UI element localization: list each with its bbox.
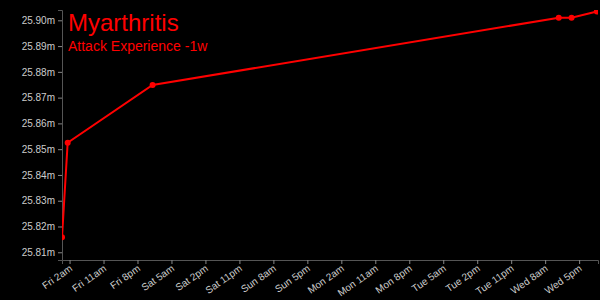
- y-axis: 25.81m 25.82m 25.83m 25.84m 25.85m 25.86m 25.8…: [22, 11, 63, 261]
- y-tick-mark: [58, 226, 62, 227]
- x-tick: Fri 2am: [40, 260, 74, 291]
- y-tick-label: 25.90m: [22, 15, 55, 26]
- x-tick: Wed 8am: [509, 260, 550, 296]
- x-tick-mark: [273, 260, 274, 264]
- x-tick: Fri 8pm: [108, 260, 142, 291]
- subtitle: Attack Experience -1w: [68, 38, 208, 54]
- x-tick: Wed 5pm: [543, 260, 584, 296]
- x-tick-mark: [375, 260, 376, 264]
- x-tick-label: Mon 8pm: [373, 263, 413, 296]
- x-tick-label: Sat 5am: [139, 263, 176, 293]
- x-tick-label: Fri 8pm: [108, 263, 142, 291]
- x-tick-label: Sun 8am: [239, 263, 278, 295]
- chart: 25.81m 25.82m 25.83m 25.84m 25.85m 25.86m 25.8…: [0, 0, 600, 300]
- y-tick-label: 25.87m: [22, 92, 55, 103]
- point-marker: [556, 15, 562, 21]
- title: Myarthritis: [68, 9, 179, 36]
- x-tick-mark: [307, 260, 308, 264]
- y-tick: 25.83m: [22, 195, 62, 206]
- y-tick: 25.87m: [22, 92, 62, 103]
- x-tick-mark: [545, 260, 546, 264]
- series-line: [62, 12, 597, 238]
- x-tick-label: Sat 11pm: [203, 263, 244, 296]
- x-tick-mark: [171, 260, 172, 264]
- y-tick: 25.84m: [22, 170, 62, 181]
- y-tick-label: 25.83m: [22, 195, 55, 206]
- y-tick-mark: [58, 72, 62, 73]
- y-tick: 25.81m: [22, 247, 62, 258]
- point-marker: [150, 82, 156, 88]
- y-tick-label: 25.86m: [22, 118, 55, 129]
- x-tick-label: Fri 2am: [40, 263, 74, 291]
- y-tick-mark: [58, 46, 62, 47]
- y-tick-mark: [58, 123, 62, 124]
- x-tick: Tue 11pm: [474, 260, 516, 297]
- x-axis: Fri 2amFri 11amFri 8pmSat 5amSat 2pmSat …: [40, 260, 598, 298]
- y-tick-label: 25.84m: [22, 170, 55, 181]
- x-tick-mark: [341, 260, 342, 264]
- x-tick-mark: [137, 260, 138, 264]
- y-tick-mark: [58, 252, 62, 253]
- x-tick-mark: [443, 260, 444, 264]
- x-tick-label: Fri 11am: [70, 263, 108, 294]
- y-axis-line: [58, 11, 63, 261]
- y-tick: 25.86m: [22, 118, 62, 129]
- y-tick-mark: [58, 20, 62, 21]
- x-tick-mark: [104, 260, 105, 264]
- point-marker: [594, 10, 598, 15]
- x-tick-label: Wed 5pm: [543, 263, 584, 296]
- plot-area: [62, 10, 598, 240]
- x-tick-label: Sun 5pm: [273, 263, 312, 295]
- x-tick: Sun 5pm: [273, 260, 312, 295]
- y-tick-label: 25.82m: [22, 221, 55, 232]
- x-tick-mark: [477, 260, 478, 264]
- x-tick-mark: [205, 260, 206, 264]
- y-tick: 25.88m: [22, 67, 62, 78]
- y-tick-label: 25.89m: [22, 41, 55, 52]
- point-marker: [62, 234, 65, 240]
- y-tick: 25.85m: [22, 144, 62, 155]
- background: [0, 0, 600, 300]
- y-tick-label: 25.88m: [22, 67, 55, 78]
- x-tick-mark: [511, 260, 512, 264]
- x-tick: Mon 8pm: [373, 260, 413, 296]
- x-tick: Sat 5am: [139, 260, 176, 293]
- x-tick-mark: [409, 260, 410, 264]
- x-tick: Tue 5am: [410, 260, 448, 294]
- y-tick: 25.90m: [22, 15, 62, 26]
- point-marker: [569, 15, 575, 21]
- point-marker: [65, 140, 71, 146]
- y-tick-label: 25.81m: [22, 247, 55, 258]
- x-tick-mark: [239, 260, 240, 264]
- x-tick-label: Wed 8am: [509, 263, 550, 296]
- x-tick: Sat 11pm: [203, 260, 244, 296]
- x-tick: Sun 8am: [239, 260, 278, 295]
- y-tick-mark: [58, 149, 62, 150]
- x-tick: Mon 11am: [336, 260, 380, 298]
- y-tick-label: 25.85m: [22, 144, 55, 155]
- y-tick-mark: [58, 98, 62, 99]
- x-axis-line: [63, 261, 599, 265]
- x-tick-label: Tue 11pm: [474, 263, 516, 297]
- x-tick-label: Tue 5am: [410, 263, 448, 294]
- x-tick-label: Mon 11am: [336, 263, 380, 299]
- x-tick-mark: [70, 260, 71, 264]
- y-tick-mark: [58, 175, 62, 176]
- y-tick-mark: [58, 201, 62, 202]
- y-tick: 25.89m: [22, 41, 62, 52]
- x-tick: Fri 11am: [70, 260, 108, 294]
- x-tick-mark: [579, 260, 580, 264]
- y-tick: 25.82m: [22, 221, 62, 232]
